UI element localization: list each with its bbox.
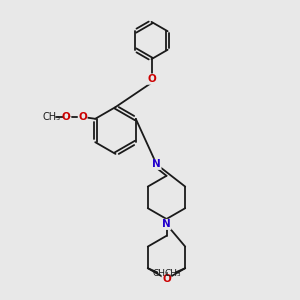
Text: CH₃: CH₃ bbox=[164, 269, 181, 278]
Text: O: O bbox=[147, 74, 156, 84]
Text: O: O bbox=[162, 274, 171, 284]
Text: N: N bbox=[152, 159, 161, 170]
Text: O: O bbox=[78, 112, 87, 122]
Text: CH₃: CH₃ bbox=[43, 112, 61, 122]
Text: N: N bbox=[162, 219, 171, 230]
Text: CH₃: CH₃ bbox=[152, 269, 169, 278]
Text: O: O bbox=[62, 112, 70, 122]
Text: methoxy: methoxy bbox=[68, 116, 74, 117]
